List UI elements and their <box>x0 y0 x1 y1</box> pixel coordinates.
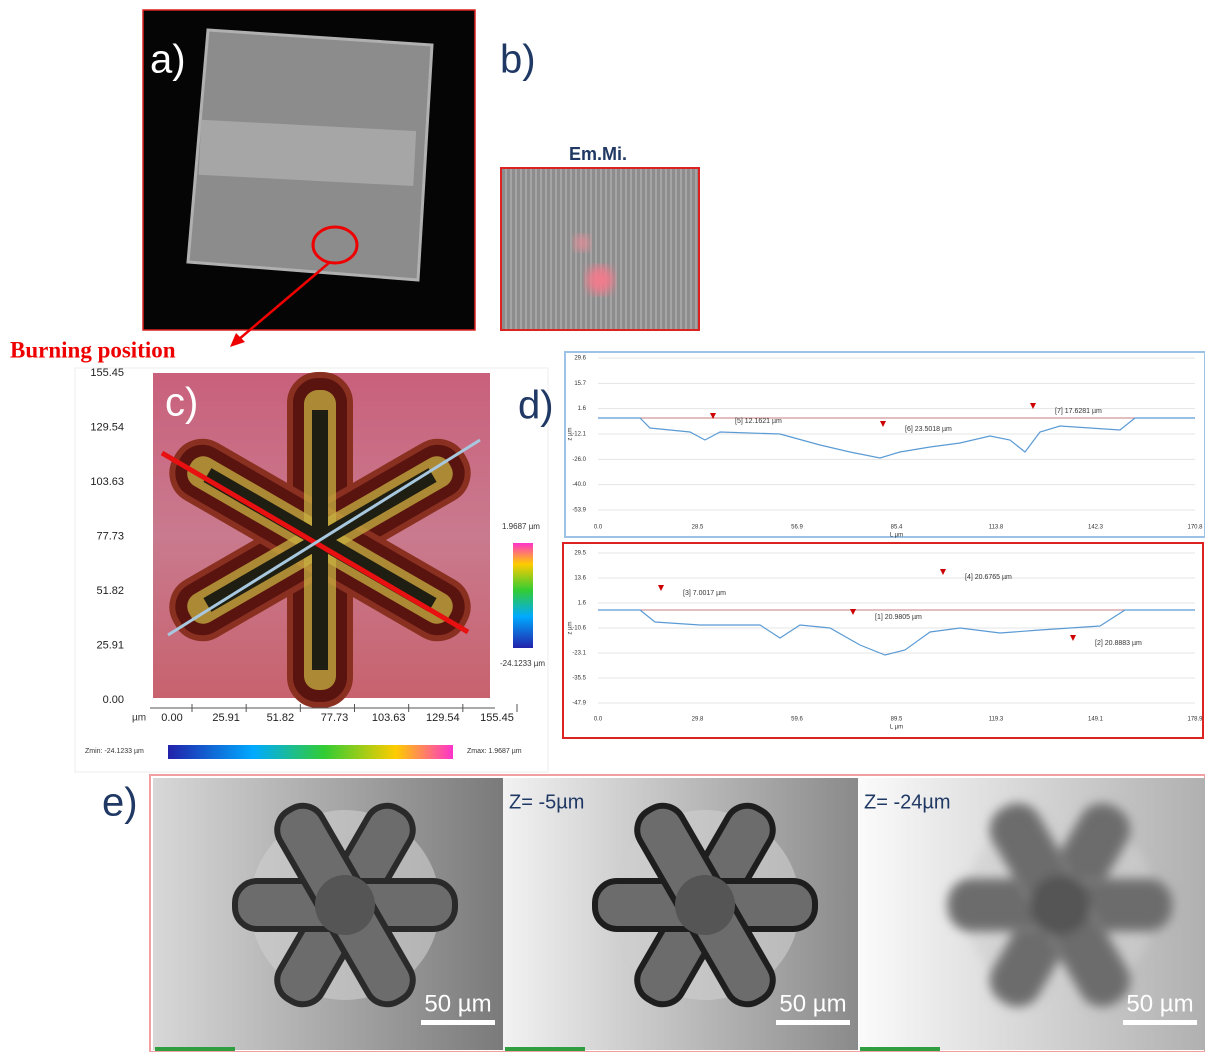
annotation: Burning position <box>10 337 176 362</box>
y-tick-label: 1.6 <box>578 601 587 607</box>
scale-bar <box>776 1020 850 1025</box>
x-tick-label: 89.5 <box>891 717 903 723</box>
measurement: [3] 7.0017 µm <box>683 590 726 597</box>
x-tick-label: 28.5 <box>692 525 704 531</box>
y-tick-label: -23.1 <box>572 651 586 657</box>
measurement: [7] 17.6281 µm <box>1055 408 1102 415</box>
y-tick-label: -40.0 <box>572 482 586 488</box>
green-bar <box>155 1047 235 1051</box>
panel-c: c) µm 1.9687 µm -24.1233 µm Zmin: -24.12… <box>75 367 548 772</box>
panel-label: e) <box>102 781 138 825</box>
y-axis-label: z µm <box>568 427 574 440</box>
measurement: [4] 20.6765 µm <box>965 574 1012 581</box>
x-tick-label: 103.63 <box>372 712 406 724</box>
measurement: [5] 12.1621 µm <box>735 418 782 425</box>
panel-label: d) <box>518 384 554 428</box>
z-min: Zmin: -24.1233 µm <box>85 748 144 755</box>
y-tick-label: 0.00 <box>103 694 124 706</box>
y-tick-label: -35.5 <box>572 676 586 682</box>
depth-label: Z= -5µm <box>509 791 584 813</box>
colorbar-min: -24.1233 µm <box>500 659 545 668</box>
y-tick-label: 77.73 <box>96 530 124 542</box>
x-tick-label: 155.45 <box>480 712 514 724</box>
colorbar <box>513 543 533 648</box>
figure: a) Burning position b) Em.Mi. c) µm 1. <box>0 0 1205 1052</box>
hot-spot <box>586 266 614 294</box>
y-tick-label: -53.9 <box>572 508 586 514</box>
x-tick-label: 170.8 <box>1187 525 1203 531</box>
x-tick-label: 59.6 <box>791 717 803 723</box>
y-tick-label: 155.45 <box>90 367 124 379</box>
y-tick-label: 29.6 <box>574 356 586 362</box>
x-tick-label: 119.3 <box>989 717 1004 723</box>
panel-label: b) <box>500 38 536 82</box>
image-title: Em.Mi. <box>569 144 627 164</box>
y-tick-label: 29.5 <box>574 551 586 557</box>
y-tick-label: 103.63 <box>90 476 124 488</box>
scale-label: 50 µm <box>1126 990 1193 1017</box>
z-max: Zmax: 1.9687 µm <box>467 748 522 755</box>
x-tick-label: 0.0 <box>594 717 603 723</box>
x-tick-label: 51.82 <box>267 712 295 724</box>
panel-b: b) Em.Mi. <box>500 38 699 330</box>
colorbar <box>168 745 453 759</box>
panel-label: c) <box>165 381 198 425</box>
x-tick-label: 113.8 <box>989 525 1004 531</box>
panel-e: e) 50 µm Z= -5µm 50 µm Z= -24µm 50 µm <box>102 775 1205 1052</box>
center <box>675 875 735 935</box>
profile-box <box>565 352 1205 537</box>
depth-label: Z= -24µm <box>864 791 951 813</box>
x-axis-label: L µm <box>890 725 903 731</box>
green-bar <box>860 1047 940 1051</box>
x-tick-label: 0.0 <box>594 525 603 531</box>
green-bar <box>505 1047 585 1051</box>
x-tick-label: 142.3 <box>1088 525 1104 531</box>
scale-bar <box>1123 1020 1197 1025</box>
x-tick-label: 129.54 <box>426 712 460 724</box>
measurement: [1] 20.9805 µm <box>875 614 922 621</box>
panel-label: a) <box>150 38 186 82</box>
x-tick-label: 149.1 <box>1088 717 1104 723</box>
electrode <box>199 120 417 186</box>
x-tick-label: 178.9 <box>1187 717 1203 723</box>
hot-spot <box>574 235 590 251</box>
center <box>315 875 375 935</box>
colorbar-max: 1.9687 µm <box>502 522 540 531</box>
panel-a: a) Burning position <box>10 10 475 362</box>
scale-label: 50 µm <box>424 990 491 1017</box>
y-tick-label: -12.1 <box>572 432 586 438</box>
y-tick-label: -10.6 <box>572 626 586 632</box>
panel-d: d) 29.6 15.7 1.6 -12.1 -26.0 -40.0 -53.9 0.0 28.… <box>518 352 1205 738</box>
y-tick-label: 25.91 <box>96 639 124 651</box>
y-tick-label: 51.82 <box>96 585 124 597</box>
x-tick-label: 0.00 <box>161 712 182 724</box>
y-tick-label: 15.7 <box>574 381 586 387</box>
center <box>1030 875 1090 935</box>
y-tick-label: -26.0 <box>572 457 586 463</box>
x-tick-label: 56.9 <box>791 525 803 531</box>
y-tick-label: -47.9 <box>572 701 586 707</box>
x-tick-label: 85.4 <box>891 525 903 531</box>
x-axis-label: L µm <box>890 533 903 539</box>
y-tick-label: 129.54 <box>90 421 124 433</box>
y-axis-label: z µm <box>568 621 574 634</box>
x-tick-label: 25.91 <box>212 712 240 724</box>
y-tick-label: 13.6 <box>574 576 586 582</box>
measurement: [2] 20.8883 µm <box>1095 640 1142 647</box>
x-unit: µm <box>132 713 146 724</box>
scale-bar <box>421 1020 495 1025</box>
emission-image <box>501 168 699 330</box>
y-tick-label: 1.6 <box>578 406 587 412</box>
measurement: [6] 23.5018 µm <box>905 426 952 433</box>
x-tick-label: 29.8 <box>692 717 704 723</box>
scale-label: 50 µm <box>779 990 846 1017</box>
x-tick-label: 77.73 <box>321 712 349 724</box>
